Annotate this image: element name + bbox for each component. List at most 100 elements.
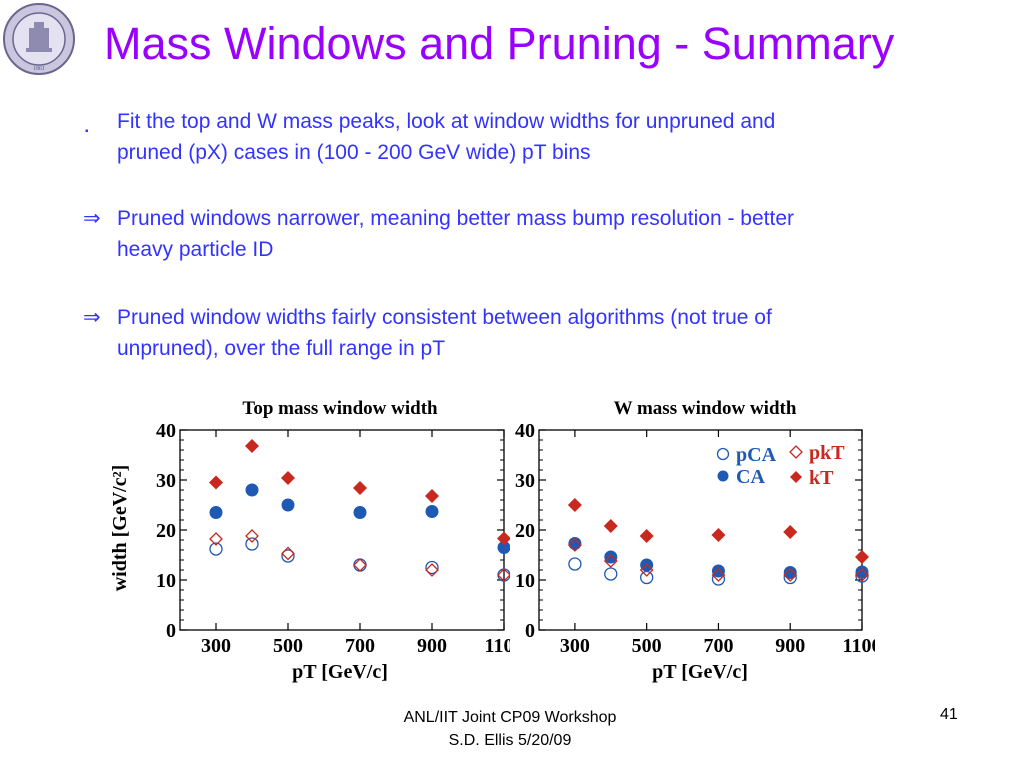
plot-frame — [179, 429, 505, 631]
data-point-CA — [711, 564, 725, 578]
y-tick-label: 30 — [156, 470, 176, 492]
y-tick-label: 40 — [515, 420, 535, 442]
data-point-CA — [855, 565, 869, 579]
legend-label-kT: kT — [809, 467, 834, 489]
data-point-kT — [639, 529, 654, 543]
data-point-CA — [209, 506, 223, 519]
slide-title: Mass Windows and Pruning - Summary — [104, 18, 895, 69]
bullet-2-line-1: Pruned windows narrower, meaning better … — [117, 207, 795, 230]
data-point-kT — [603, 519, 618, 533]
data-point-pCA — [209, 542, 223, 556]
legend-marker-CA — [717, 470, 729, 482]
data-point-pCA — [604, 567, 618, 581]
data-point-CA — [568, 537, 582, 550]
y-tick-label: 40 — [156, 420, 176, 442]
data-point-pCA — [353, 558, 367, 572]
legend-marker-pkT — [789, 445, 803, 459]
w-mass-chart: W mass window width 0 10 20 30 40 300 500 700 90… — [515, 398, 875, 683]
y-tick-label: 20 — [515, 520, 535, 542]
data-point-kT — [855, 550, 869, 564]
bullet-2: ⇒ Pruned windows narrower, meaning bette… — [83, 203, 967, 265]
data-point-pkT — [639, 563, 654, 577]
legend-label-CA: CA — [736, 466, 765, 488]
data-point-pCA — [640, 570, 654, 585]
chart-title: Top mass window width — [242, 398, 438, 419]
y-tick-label: 0 — [166, 620, 176, 642]
legend-marker-kT — [790, 471, 802, 483]
legend-label-pkT: pkT — [809, 442, 845, 464]
data-point-pkT — [711, 568, 726, 582]
data-point-pkT — [353, 558, 367, 572]
data-point-CA — [281, 498, 295, 512]
data-point-pkT — [281, 546, 295, 561]
x-axis-label: pT [GeV/c] — [292, 661, 388, 683]
footer-caption: ANL/IIT Joint CP09 Workshop S.D. Ellis 5… — [300, 706, 720, 752]
data-point-kT — [209, 475, 223, 490]
bullet-1-line-1: Fit the top and W mass peaks, look at wi… — [117, 110, 776, 133]
bullet-1: ▪ Fit the top and W mass peaks, look at … — [85, 106, 967, 168]
svg-text:1861: 1861 — [33, 66, 45, 72]
data-point-CA — [245, 483, 259, 497]
footer-line-2: S.D. Ellis 5/20/09 — [448, 732, 572, 749]
y-tick-label: 0 — [525, 620, 535, 642]
footer-line-1: ANL/IIT Joint CP09 Workshop — [403, 709, 617, 726]
data-point-kT — [497, 531, 510, 546]
chart-title: W mass window width — [614, 398, 797, 419]
x-tick-label: 1100 — [485, 635, 510, 657]
data-point-pkT — [783, 568, 798, 582]
legend-label-pCA: pCA — [736, 444, 777, 466]
data-point-kT — [281, 471, 295, 485]
page-number: 41 — [940, 706, 958, 723]
implies-arrow-icon: ⇒ — [83, 206, 101, 230]
x-tick-label: 1100 — [843, 635, 875, 657]
x-axis-label: pT [GeV/c] — [652, 661, 748, 683]
data-point-kT — [711, 528, 726, 542]
square-bullet-icon: ▪ — [85, 126, 89, 137]
data-point-pkT — [855, 568, 869, 582]
legend-marker-pCA — [716, 447, 730, 461]
bullet-3-line-2: unpruned), over the full range in pT — [117, 337, 446, 360]
bullet-3-line-1: Pruned window widths fairly consistent b… — [117, 306, 772, 329]
x-tick-label: 700 — [345, 635, 375, 657]
data-point-pkT — [567, 538, 582, 552]
data-point-kT — [425, 489, 439, 503]
data-point-pCA — [245, 537, 259, 551]
x-tick-label: 500 — [273, 635, 303, 657]
x-tick-label: 700 — [703, 635, 733, 657]
data-point-pCA — [281, 549, 295, 563]
plot-area: 0 10 20 30 40 300 500 700 900 1100 — [515, 420, 875, 657]
y-tick-label: 20 — [156, 520, 176, 542]
bullet-2-line-2: heavy particle ID — [117, 238, 274, 261]
data-point-CA — [425, 505, 439, 518]
data-point-CA — [604, 550, 618, 564]
data-point-CA — [497, 541, 510, 554]
y-tick-label: 10 — [515, 570, 535, 592]
x-tick-label: 300 — [201, 635, 231, 657]
x-tick-label: 500 — [632, 635, 662, 657]
data-point-pCA — [425, 560, 439, 575]
data-point-kT — [353, 481, 367, 495]
data-point-kT — [567, 498, 582, 512]
x-tick-label: 300 — [560, 635, 590, 657]
data-point-CA — [353, 506, 367, 519]
y-tick-label: 30 — [515, 470, 535, 492]
data-point-pkT — [425, 563, 439, 577]
data-point-CA — [783, 566, 797, 579]
x-tick-label: 900 — [775, 635, 805, 657]
data-point-kT — [245, 439, 259, 453]
university-seal-logo: 1861 — [3, 3, 75, 75]
bullet-1-line-2: pruned (pX) cases in (100 - 200 GeV wide… — [117, 141, 591, 164]
data-point-pkT — [497, 568, 510, 582]
y-tick-label: 10 — [156, 570, 176, 592]
data-point-pkT — [245, 529, 259, 543]
data-point-pCA — [568, 557, 582, 571]
x-tick-label: 900 — [417, 635, 447, 657]
y-axis-label: width [GeV/c²] — [109, 465, 131, 592]
implies-arrow-icon: ⇒ — [83, 305, 101, 329]
data-point-pkT — [603, 554, 618, 568]
data-point-pkT — [209, 532, 223, 546]
data-point-kT — [783, 525, 798, 539]
plot-area: 0 10 20 30 40 300 500 700 900 1100 — [156, 420, 510, 657]
bullet-3: ⇒ Pruned window widths fairly consistent… — [83, 302, 967, 364]
